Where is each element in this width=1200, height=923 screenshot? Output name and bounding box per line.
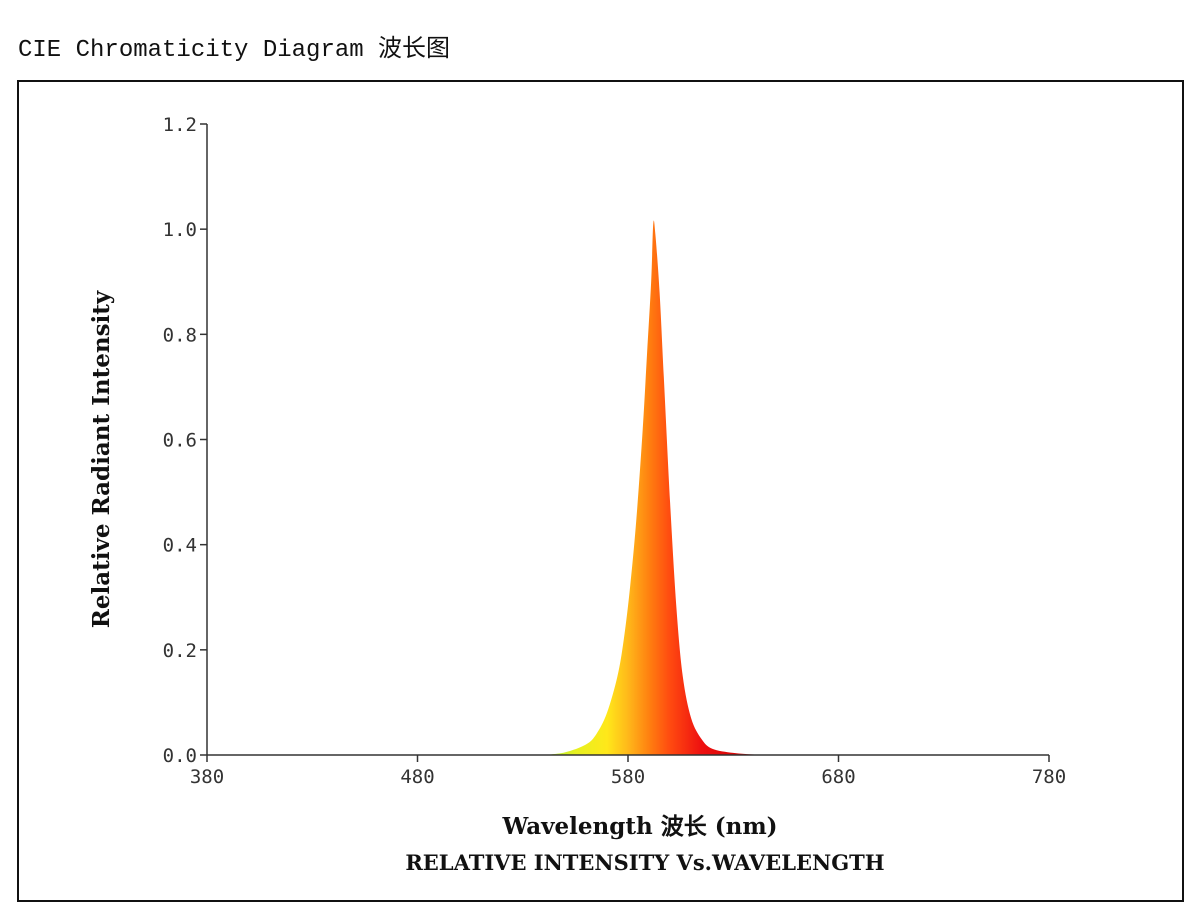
x-tick-label-2: 580 (611, 766, 645, 788)
labels: Relative Radiant Intensity Wavelength 波长… (88, 290, 885, 875)
y-tick-label-0: 0.0 (163, 745, 197, 767)
x-tick-label-3: 680 (821, 766, 855, 788)
x-tick-label-0: 380 (190, 766, 224, 788)
x-axis-title: Wavelength 波长 (nm) (501, 813, 777, 840)
chart-subtitle: RELATIVE INTENSITY Vs.WAVELENGTH (405, 850, 884, 875)
y-tick-label-6: 1.2 (163, 114, 197, 136)
spectrum-area-0 (543, 220, 776, 755)
page-title: CIE Chromaticity Diagram 波长图 (18, 37, 451, 64)
y-tick-label-1: 0.2 (163, 640, 197, 662)
y-tick-label-5: 1.0 (163, 219, 197, 241)
chart-frame: 0.0 0.2 0.4 0.6 0.8 1.0 1.2 380 480 580 680 780 Rel… (17, 80, 1184, 902)
y-axis-title: Relative Radiant Intensity (88, 290, 115, 628)
y-tick-label-4: 0.8 (163, 324, 197, 346)
y-tick-label-3: 0.6 (163, 430, 197, 452)
area-layer (543, 220, 776, 755)
spectrum-chart: 0.0 0.2 0.4 0.6 0.8 1.0 1.2 380 480 580 680 780 Rel… (88, 114, 1066, 875)
y-tick-label-2: 0.4 (163, 535, 197, 557)
x-tick-label-1: 480 (400, 766, 434, 788)
x-tick-label-4: 780 (1032, 766, 1066, 788)
axes: 0.0 0.2 0.4 0.6 0.8 1.0 1.2 380 480 580 680 780 (163, 114, 1066, 788)
